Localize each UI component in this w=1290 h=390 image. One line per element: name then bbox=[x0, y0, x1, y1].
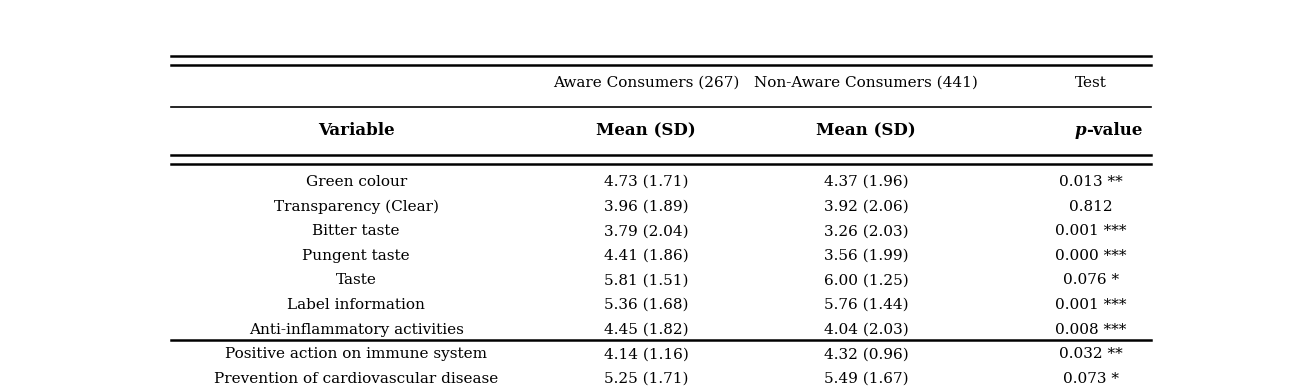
Text: Variable: Variable bbox=[317, 122, 395, 139]
Text: 4.45 (1.82): 4.45 (1.82) bbox=[604, 323, 689, 337]
Text: 3.96 (1.89): 3.96 (1.89) bbox=[604, 200, 689, 214]
Text: 0.001 ***: 0.001 *** bbox=[1055, 298, 1126, 312]
Text: 4.37 (1.96): 4.37 (1.96) bbox=[824, 175, 908, 189]
Text: 5.81 (1.51): 5.81 (1.51) bbox=[604, 273, 689, 287]
Text: 3.79 (2.04): 3.79 (2.04) bbox=[604, 224, 689, 238]
Text: 4.41 (1.86): 4.41 (1.86) bbox=[604, 249, 689, 263]
Text: 0.000 ***: 0.000 *** bbox=[1055, 249, 1126, 263]
Text: 0.073 *: 0.073 * bbox=[1063, 372, 1118, 386]
Text: 6.00 (1.25): 6.00 (1.25) bbox=[824, 273, 908, 287]
Text: Positive action on immune system: Positive action on immune system bbox=[226, 347, 488, 361]
Text: 0.076 *: 0.076 * bbox=[1063, 273, 1120, 287]
Text: Mean (SD): Mean (SD) bbox=[817, 122, 916, 139]
Text: Non-Aware Consumers (441): Non-Aware Consumers (441) bbox=[755, 76, 978, 90]
Text: Taste: Taste bbox=[335, 273, 377, 287]
Text: Test: Test bbox=[1075, 76, 1107, 90]
Text: Mean (SD): Mean (SD) bbox=[596, 122, 697, 139]
Text: 3.26 (2.03): 3.26 (2.03) bbox=[824, 224, 908, 238]
Text: 4.04 (2.03): 4.04 (2.03) bbox=[824, 323, 908, 337]
Text: Transparency (Clear): Transparency (Clear) bbox=[273, 199, 439, 214]
Text: 5.25 (1.71): 5.25 (1.71) bbox=[604, 372, 689, 386]
Text: Anti-inflammatory activities: Anti-inflammatory activities bbox=[249, 323, 463, 337]
Text: p: p bbox=[1075, 122, 1086, 139]
Text: 0.001 ***: 0.001 *** bbox=[1055, 224, 1126, 238]
Text: 4.32 (0.96): 4.32 (0.96) bbox=[824, 347, 908, 361]
Text: Label information: Label information bbox=[288, 298, 426, 312]
Text: Green colour: Green colour bbox=[306, 175, 406, 189]
Text: Aware Consumers (267): Aware Consumers (267) bbox=[553, 76, 739, 90]
Text: 4.73 (1.71): 4.73 (1.71) bbox=[604, 175, 689, 189]
Text: 3.56 (1.99): 3.56 (1.99) bbox=[824, 249, 908, 263]
Text: 0.008 ***: 0.008 *** bbox=[1055, 323, 1126, 337]
Text: 5.76 (1.44): 5.76 (1.44) bbox=[824, 298, 908, 312]
Text: -value: -value bbox=[1086, 122, 1143, 139]
Text: Pungent taste: Pungent taste bbox=[302, 249, 410, 263]
Text: Prevention of cardiovascular disease: Prevention of cardiovascular disease bbox=[214, 372, 498, 386]
Text: 5.49 (1.67): 5.49 (1.67) bbox=[824, 372, 908, 386]
Text: 4.14 (1.16): 4.14 (1.16) bbox=[604, 347, 689, 361]
Text: 0.013 **: 0.013 ** bbox=[1059, 175, 1122, 189]
Text: 0.812: 0.812 bbox=[1069, 200, 1113, 214]
Text: Bitter taste: Bitter taste bbox=[312, 224, 400, 238]
Text: 3.92 (2.06): 3.92 (2.06) bbox=[824, 200, 908, 214]
Text: 5.36 (1.68): 5.36 (1.68) bbox=[604, 298, 689, 312]
Text: 0.032 **: 0.032 ** bbox=[1059, 347, 1122, 361]
